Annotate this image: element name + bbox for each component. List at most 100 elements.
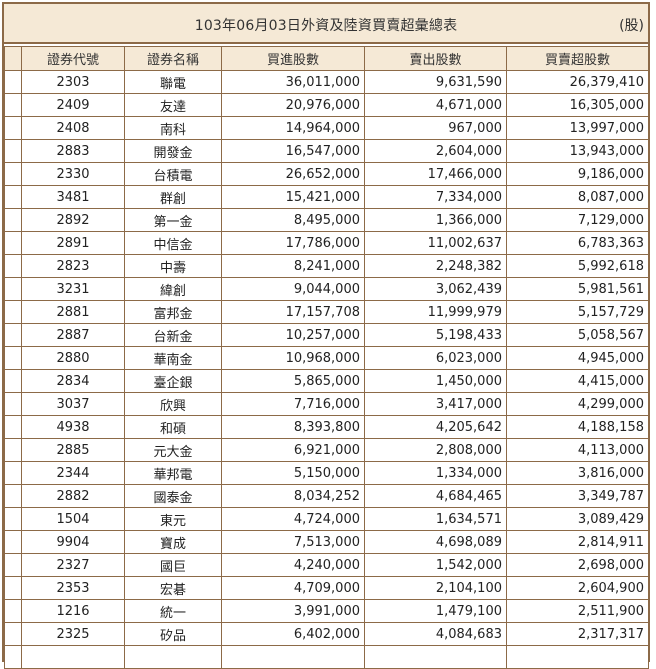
- stock-code-cell: 2823: [21, 254, 125, 278]
- stock-name-cell: 台新金: [124, 323, 222, 347]
- stock-name-cell: 南科: [124, 116, 222, 140]
- sell-shares-cell: 4,205,642: [364, 415, 507, 439]
- sell-shares-cell: 17,466,000: [364, 162, 507, 186]
- table-row: 2325 矽品 6,402,000 4,084,683 2,317,317: [4, 622, 649, 646]
- row-gutter-cell: [4, 392, 22, 416]
- net-shares-cell: 2,604,900: [506, 576, 649, 600]
- stock-name-cell: 中壽: [124, 254, 222, 278]
- net-shares-cell: 5,157,729: [506, 300, 649, 324]
- row-gutter-cell: [4, 622, 22, 646]
- table-row: 2823 中壽 8,241,000 2,248,382 5,992,618: [4, 254, 649, 278]
- stock-code-cell: 2344: [21, 461, 125, 485]
- stock-code-cell: 3481: [21, 185, 125, 209]
- net-shares-cell: [506, 645, 649, 669]
- sell-shares-cell: 11,002,637: [364, 231, 507, 255]
- stock-code-cell: 1504: [21, 507, 125, 531]
- net-shares-cell: 13,943,000: [506, 139, 649, 163]
- stock-name-cell: 寶成: [124, 530, 222, 554]
- sell-shares-cell: 2,604,000: [364, 139, 507, 163]
- table-row: 2409 友達 20,976,000 4,671,000 16,305,000: [4, 93, 649, 117]
- row-gutter-cell: [4, 162, 22, 186]
- table-row: 2408 南科 14,964,000 967,000 13,997,000: [4, 116, 649, 140]
- buy-shares-cell: 10,968,000: [221, 346, 365, 370]
- row-gutter-cell: [4, 139, 22, 163]
- sell-shares-cell: 4,698,089: [364, 530, 507, 554]
- net-shares-cell: 6,783,363: [506, 231, 649, 255]
- column-header-code: 證券代號: [21, 46, 125, 71]
- net-shares-cell: 13,997,000: [506, 116, 649, 140]
- row-gutter-cell: [4, 415, 22, 439]
- buy-shares-cell: 8,393,800: [221, 415, 365, 439]
- sell-shares-cell: 1,634,571: [364, 507, 507, 531]
- sell-shares-cell: 1,366,000: [364, 208, 507, 232]
- table-row: 2330 台積電 26,652,000 17,466,000 9,186,000: [4, 162, 649, 186]
- row-gutter-cell: [4, 645, 22, 669]
- stock-name-cell: 華邦電: [124, 461, 222, 485]
- buy-shares-cell: [221, 645, 365, 669]
- net-shares-cell: 9,186,000: [506, 162, 649, 186]
- net-shares-cell: 4,415,000: [506, 369, 649, 393]
- stock-code-cell: 2409: [21, 93, 125, 117]
- table-row: 2892 第一金 8,495,000 1,366,000 7,129,000: [4, 208, 649, 232]
- stock-code-cell: 2303: [21, 70, 125, 94]
- table-row: 3231 緯創 9,044,000 3,062,439 5,981,561: [4, 277, 649, 301]
- net-shares-cell: 2,317,317: [506, 622, 649, 646]
- buy-shares-cell: 17,786,000: [221, 231, 365, 255]
- table-row: 2880 華南金 10,968,000 6,023,000 4,945,000: [4, 346, 649, 370]
- buy-shares-cell: 14,964,000: [221, 116, 365, 140]
- row-gutter-cell: [4, 231, 22, 255]
- stock-name-cell: 欣興: [124, 392, 222, 416]
- sell-shares-cell: 1,334,000: [364, 461, 507, 485]
- row-gutter-cell: [4, 93, 22, 117]
- row-gutter-cell: [4, 599, 22, 623]
- buy-shares-cell: 6,402,000: [221, 622, 365, 646]
- sell-shares-cell: 4,084,683: [364, 622, 507, 646]
- stock-code-cell: 2882: [21, 484, 125, 508]
- row-gutter-cell: [4, 461, 22, 485]
- stock-name-cell: 友達: [124, 93, 222, 117]
- sell-shares-cell: 1,450,000: [364, 369, 507, 393]
- stock-code-cell: 2408: [21, 116, 125, 140]
- net-shares-cell: 5,058,567: [506, 323, 649, 347]
- buy-shares-cell: 8,241,000: [221, 254, 365, 278]
- row-gutter-cell: [4, 530, 22, 554]
- table-row: 3481 群創 15,421,000 7,334,000 8,087,000: [4, 185, 649, 209]
- sell-shares-cell: 4,684,465: [364, 484, 507, 508]
- blank-header-cell: [4, 46, 22, 71]
- stock-name-cell: 元大金: [124, 438, 222, 462]
- stock-code-cell: 2330: [21, 162, 125, 186]
- table-row: 2327 國巨 4,240,000 1,542,000 2,698,000: [4, 553, 649, 577]
- stock-name-cell: 第一金: [124, 208, 222, 232]
- sell-shares-cell: 1,542,000: [364, 553, 507, 577]
- stock-code-cell: 9904: [21, 530, 125, 554]
- stock-name-cell: 國巨: [124, 553, 222, 577]
- stock-code-cell: 2834: [21, 369, 125, 393]
- stock-code-cell: 2880: [21, 346, 125, 370]
- stock-code-cell: 2883: [21, 139, 125, 163]
- row-gutter-cell: [4, 70, 22, 94]
- stock-code-cell: 2892: [21, 208, 125, 232]
- sell-shares-cell: 9,631,590: [364, 70, 507, 94]
- stock-code-cell: 2353: [21, 576, 125, 600]
- sell-shares-cell: 4,671,000: [364, 93, 507, 117]
- buy-shares-cell: 4,240,000: [221, 553, 365, 577]
- sell-shares-cell: 2,248,382: [364, 254, 507, 278]
- unit-label: (股): [619, 18, 644, 34]
- net-shares-cell: 3,816,000: [506, 461, 649, 485]
- table-row: 1504 東元 4,724,000 1,634,571 3,089,429: [4, 507, 649, 531]
- row-gutter-cell: [4, 323, 22, 347]
- trading-summary-table: 證券代號 證券名稱 買進股數 賣出股數 買賣超股數 2303 聯電 36,011,0…: [4, 46, 649, 669]
- table-row: 2353 宏碁 4,709,000 2,104,100 2,604,900: [4, 576, 649, 600]
- row-gutter-cell: [4, 576, 22, 600]
- net-shares-cell: 4,299,000: [506, 392, 649, 416]
- stock-name-cell: 群創: [124, 185, 222, 209]
- table-row: 4938 和碩 8,393,800 4,205,642 4,188,158: [4, 415, 649, 439]
- row-gutter-cell: [4, 208, 22, 232]
- table-row: 2834 臺企銀 5,865,000 1,450,000 4,415,000: [4, 369, 649, 393]
- table-row: 2881 富邦金 17,157,708 11,999,979 5,157,729: [4, 300, 649, 324]
- stock-code-cell: 3231: [21, 277, 125, 301]
- report-title-bar: 103年06月03日外資及陸資買賣超彙總表 (股): [4, 4, 648, 44]
- row-gutter-cell: [4, 369, 22, 393]
- buy-shares-cell: 3,991,000: [221, 599, 365, 623]
